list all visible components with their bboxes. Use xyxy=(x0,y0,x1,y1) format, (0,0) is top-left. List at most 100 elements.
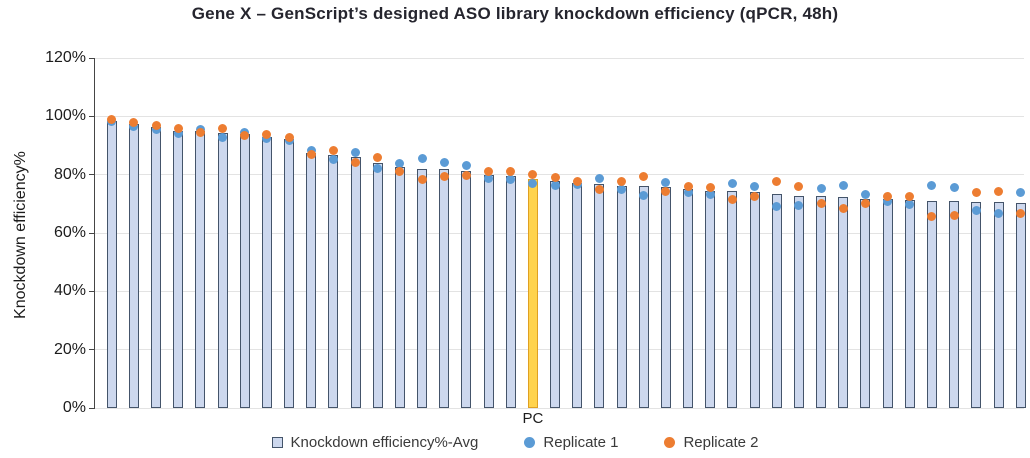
avg-bar-swatch-icon xyxy=(271,436,283,448)
avg-bar xyxy=(660,186,671,408)
replicate2-dot xyxy=(262,129,272,139)
y-tick-label-60%: 60% xyxy=(53,224,86,241)
avg-bar xyxy=(993,202,1004,408)
replicate1-dot xyxy=(971,206,981,216)
y-tick-mark-40% xyxy=(89,290,95,292)
avg-bar xyxy=(483,175,494,408)
avg-bar xyxy=(350,157,361,408)
replicate1-dot xyxy=(860,190,870,199)
y-tick-label-100%: 100% xyxy=(45,107,86,125)
avg-bar xyxy=(838,196,849,408)
y-tick-mark-100% xyxy=(89,115,95,117)
avg-bar xyxy=(904,200,915,408)
avg-bar xyxy=(328,154,339,408)
replicate2-dot xyxy=(816,199,826,209)
y-tick-label-120%: 120% xyxy=(45,49,86,66)
replicate1-dot xyxy=(550,180,560,190)
replicate2-dot xyxy=(218,123,228,133)
legend-label-rep1: Replicate 1 xyxy=(543,433,619,451)
replicate2-dot xyxy=(550,173,560,183)
plot-area xyxy=(95,57,1026,409)
replicate1-dot xyxy=(750,181,760,191)
y-tick-mark-60% xyxy=(89,232,95,234)
replicate1-dot xyxy=(461,161,471,171)
replicate1-dot-swatch-icon xyxy=(524,436,536,448)
avg-bar xyxy=(1015,202,1026,408)
replicate2-dot xyxy=(395,166,405,176)
replicate2-dot xyxy=(151,120,161,130)
replicate2-dot xyxy=(794,181,804,191)
avg-bar xyxy=(439,169,450,408)
replicate2-dot xyxy=(528,169,538,179)
chart-legend: Knockdown efficiency%-Avg Replicate 1 Re… xyxy=(0,430,1030,454)
replicate2-dot xyxy=(705,182,715,192)
avg-bar xyxy=(572,183,583,408)
avg-bar xyxy=(372,163,383,408)
replicate2-dot xyxy=(639,171,649,181)
replicate1-dot xyxy=(838,180,848,190)
avg-bar xyxy=(638,185,649,408)
replicate1-dot xyxy=(439,157,449,167)
y-tick-label-20%: 20% xyxy=(53,340,86,358)
replicate2-dot xyxy=(883,192,893,202)
replicate2-dot xyxy=(683,181,693,191)
replicate1-dot xyxy=(639,190,649,200)
replicate2-dot xyxy=(284,132,294,142)
avg-bar xyxy=(151,127,162,408)
replicate1-dot xyxy=(683,187,693,197)
avg-bar xyxy=(882,199,893,408)
replicate1-dot xyxy=(994,209,1003,219)
avg-bar xyxy=(128,124,139,408)
y-axis-title: Knockdown efficiency% xyxy=(12,151,29,319)
replicate2-dot xyxy=(617,177,627,187)
y-tick-mark-120% xyxy=(89,57,95,59)
y-tick-label-80%: 80% xyxy=(53,165,86,183)
replicate1-dot xyxy=(661,178,671,188)
avg-bar xyxy=(173,130,184,408)
avg-bar xyxy=(616,185,627,408)
avg-bar xyxy=(284,138,295,408)
legend-label-avg: Knockdown efficiency%-Avg xyxy=(290,433,479,451)
replicate2-dot xyxy=(772,176,782,186)
replicate1-dot xyxy=(218,133,228,143)
replicate2-dot xyxy=(949,210,959,220)
replicate2-dot xyxy=(306,150,316,160)
legend-item-rep2: Replicate 2 xyxy=(664,434,758,451)
legend-item-rep1: Replicate 1 xyxy=(524,434,618,451)
avg-bar xyxy=(949,201,960,408)
replicate1-dot xyxy=(617,185,627,195)
replicate2-dot xyxy=(1016,209,1026,219)
replicate2-dot xyxy=(860,198,870,208)
replicate2-dot xyxy=(750,192,760,202)
replicate2-dot xyxy=(439,171,449,181)
replicate2-dot xyxy=(417,174,427,184)
avg-bar xyxy=(749,191,760,408)
replicate2-dot xyxy=(461,171,471,181)
replicate2-dot xyxy=(195,128,205,138)
pc-bar-label: PC xyxy=(522,410,544,427)
y-tick-label-40%: 40% xyxy=(53,282,86,300)
replicate2-dot xyxy=(107,115,117,125)
replicate1-dot xyxy=(594,174,604,184)
replicate2-dot xyxy=(572,177,582,187)
avg-bar xyxy=(261,136,272,408)
avg-bar xyxy=(239,134,250,408)
replicate1-dot xyxy=(373,164,383,174)
avg-bar xyxy=(971,201,982,408)
replicate2-dot xyxy=(484,167,494,177)
replicate1-dot xyxy=(417,154,427,164)
replicate2-dot xyxy=(373,152,383,162)
avg-bar xyxy=(417,168,428,408)
replicate1-dot xyxy=(727,178,737,188)
replicate1-dot xyxy=(905,199,915,209)
replicate1-dot xyxy=(794,200,804,210)
avg-bar xyxy=(594,184,605,408)
replicate1-dot xyxy=(705,189,715,199)
replicate2-dot xyxy=(905,192,915,202)
pc-bar xyxy=(527,178,538,408)
replicate2-dot xyxy=(994,186,1003,196)
replicate1-dot xyxy=(506,174,516,184)
avg-bar xyxy=(793,195,804,408)
replicate1-dot xyxy=(949,182,959,192)
